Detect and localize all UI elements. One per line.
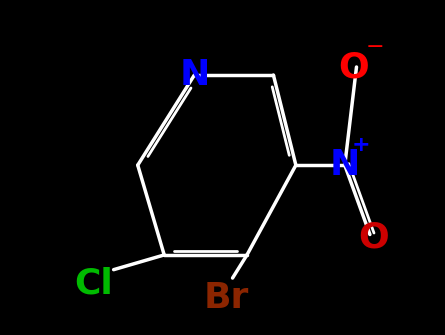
Text: O: O — [338, 50, 368, 84]
Text: N: N — [330, 148, 360, 182]
Text: N: N — [179, 58, 210, 92]
Text: −: − — [366, 37, 384, 57]
Text: Br: Br — [203, 281, 249, 315]
Text: Cl: Cl — [74, 266, 113, 300]
Text: O: O — [359, 221, 389, 255]
Text: +: + — [352, 135, 370, 155]
